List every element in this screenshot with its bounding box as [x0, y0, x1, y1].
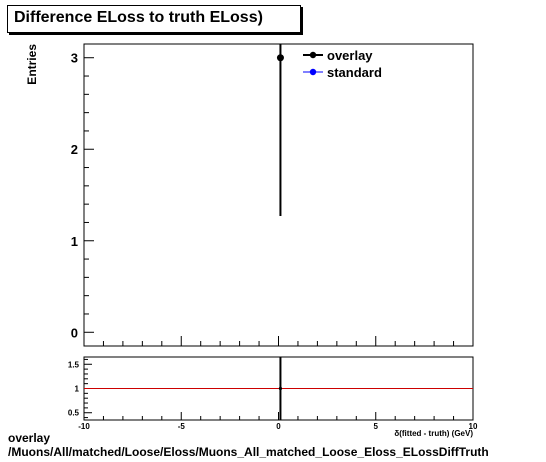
- x-axis-label: δ(fitted - truth) (GeV): [394, 429, 473, 438]
- main-plot-frame: [83, 43, 474, 347]
- footer-caption: overlay /Muons/All/matched/Loose/Eloss/M…: [8, 431, 489, 459]
- x-tick-label: 5: [374, 422, 379, 431]
- ratio-y-tick-label: 0.5: [68, 409, 80, 418]
- y-tick-label: 2: [71, 142, 78, 157]
- y-axis-label: Entries: [25, 44, 39, 85]
- x-tick-label: 0: [276, 422, 281, 431]
- y-tick-label: 1: [71, 234, 78, 249]
- chart-title: Difference ELoss to truth ELoss): [14, 9, 263, 26]
- footer-line-2: /Muons/All/matched/Loose/Eloss/Muons_All…: [8, 445, 489, 459]
- chart-title-box: Difference ELoss to truth ELoss): [7, 5, 301, 33]
- ratio-y-tick-label: 1: [75, 385, 80, 394]
- ratio-point: [278, 386, 283, 391]
- y-tick-label: 3: [71, 51, 78, 66]
- legend-marker-standard: [309, 68, 317, 76]
- x-tick-label: -10: [78, 422, 90, 431]
- data-point: [276, 54, 284, 62]
- x-tick-label: -5: [178, 422, 186, 431]
- x-tick-label: 10: [469, 422, 478, 431]
- footer-line-1: overlay: [8, 431, 51, 445]
- legend-marker-overlay: [309, 51, 317, 59]
- legend-label-standard: standard: [327, 65, 382, 80]
- y-tick-label: 0: [71, 325, 78, 340]
- ratio-y-tick-label: 1.5: [68, 360, 80, 369]
- legend-label-overlay: overlay: [327, 48, 373, 63]
